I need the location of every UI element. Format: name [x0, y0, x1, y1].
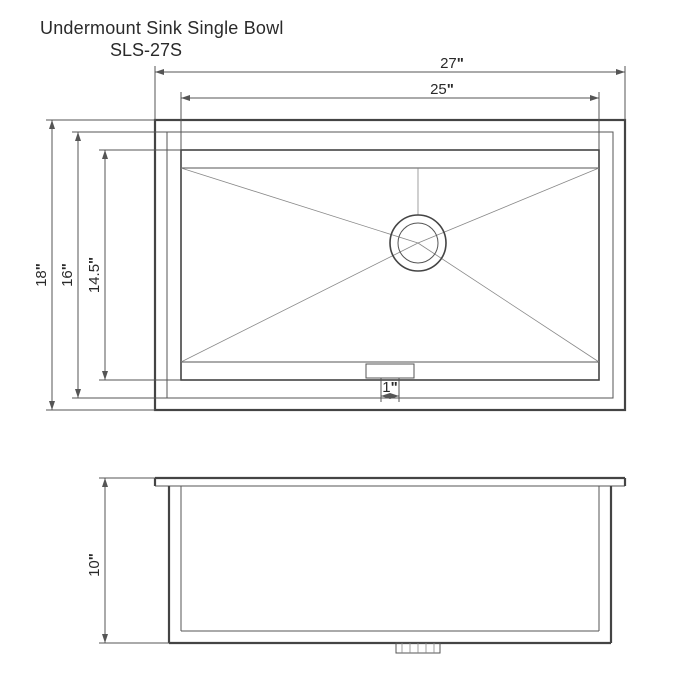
svg-text:10": 10"	[86, 553, 103, 577]
top-view	[155, 120, 625, 410]
svg-text:25": 25"	[430, 81, 454, 98]
dim-outer-height-value: 18	[33, 270, 50, 287]
dim-depth: 10"	[86, 478, 169, 643]
side-view	[155, 478, 625, 653]
dim-detail-value: 1	[382, 379, 390, 396]
svg-text:27": 27"	[440, 55, 464, 72]
svg-text:16": 16"	[59, 263, 76, 287]
dim-inner-width-value: 25	[430, 81, 447, 98]
technical-drawing: 27" 25" 18" 16" 14.5" 1"	[0, 0, 700, 700]
svg-text:1": 1"	[382, 379, 397, 396]
dim-inner-height-value: 16	[59, 270, 76, 287]
dim-width-outer: 27"	[155, 55, 625, 120]
svg-text:18": 18"	[33, 263, 50, 287]
dim-depth-value: 10	[86, 560, 103, 577]
dim-height-inner: 16"	[59, 132, 167, 398]
dim-outer-width-value: 27	[440, 55, 457, 72]
svg-text:14.5": 14.5"	[86, 257, 103, 293]
dim-width-inner: 25"	[181, 81, 599, 150]
dim-bowl-height-value: 14.5	[86, 264, 103, 293]
